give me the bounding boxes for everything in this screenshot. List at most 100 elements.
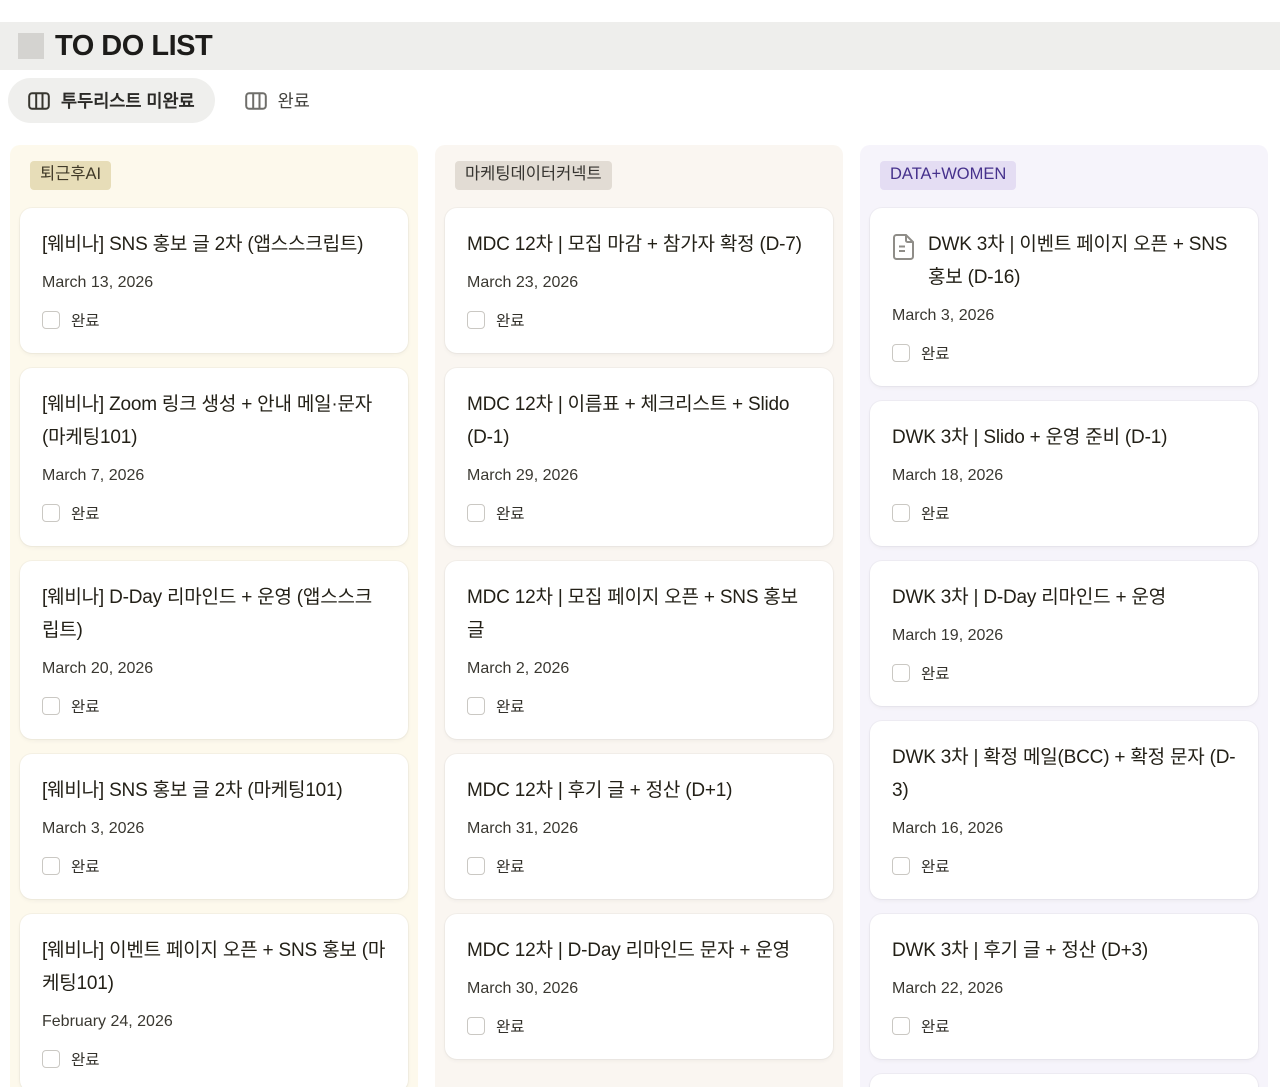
card-date: March 3, 2026 — [892, 306, 995, 324]
done-label: 완료 — [71, 1052, 100, 1070]
task-card[interactable]: [웨비나] SNS 홍보 글 2차 (앱스스크립트) March 13, 202… — [20, 207, 408, 353]
card-title: MDC 12차 | D-Day 리마인드 문자 + 운영 — [467, 940, 790, 962]
done-checkbox[interactable] — [467, 310, 485, 329]
done-checkbox[interactable] — [892, 343, 910, 362]
done-label: 완료 — [71, 312, 100, 330]
column-tag[interactable]: DATA+WOMEN — [880, 161, 1017, 190]
done-row: 완료 — [467, 309, 811, 331]
done-checkbox[interactable] — [892, 857, 910, 876]
done-label: 완료 — [71, 859, 100, 877]
done-row: 완료 — [467, 855, 811, 877]
card-list: MDC 12차 | 모집 마감 + 참가자 확정 (D-7) March 23,… — [445, 207, 833, 1060]
card-date: March 31, 2026 — [467, 820, 579, 838]
done-row: 완료 — [892, 855, 1236, 877]
card-date: March 7, 2026 — [42, 466, 145, 484]
card-date: March 30, 2026 — [467, 980, 579, 998]
card-list: [웨비나] SNS 홍보 글 2차 (앱스스크립트) March 13, 202… — [20, 207, 408, 1087]
done-checkbox[interactable] — [467, 857, 485, 876]
task-card[interactable]: DWK 3차 | 후기 글 + 정산 (D+3) March 22, 2026 … — [870, 914, 1258, 1060]
task-card[interactable]: [웨비나] SNS 홍보 글 2차 (마케팅101) March 3, 2026… — [20, 754, 408, 900]
done-row: 완료 — [892, 1015, 1236, 1037]
card-title: DWK 3차 | 확정 메일(BCC) + 확정 문자 (D-3) — [892, 746, 1236, 802]
card-date: March 16, 2026 — [892, 820, 1004, 838]
card-title: DWK 3차 | Slido + 운영 준비 (D-1) — [892, 426, 1168, 448]
task-card[interactable]: DWK 3차 | 확정 메일(BCC) + 확정 문자 (D-3) March … — [870, 720, 1258, 900]
page-title: TO DO LIST — [55, 29, 213, 62]
task-card[interactable]: DWK 3차 | 이벤트 페이지 오픈 + SNS 홍보 (D-16) Marc… — [870, 207, 1258, 386]
card-title: [웨비나] SNS 홍보 글 2차 (마케팅101) — [42, 780, 343, 802]
task-card[interactable]: MDC 12차 | 이름표 + 체크리스트 + Slido (D-1) Marc… — [445, 367, 833, 546]
task-card[interactable]: MDC 12차 | 모집 마감 + 참가자 확정 (D-7) March 23,… — [445, 207, 833, 353]
card-title: [웨비나] 이벤트 페이지 오픈 + SNS 홍보 (마케팅101) — [42, 940, 386, 995]
tab-label: 투두리스트 미완료 — [61, 91, 195, 111]
done-row: 완료 — [892, 342, 1236, 364]
done-label: 완료 — [921, 859, 950, 877]
kanban-board: 퇴근후AI [웨비나] SNS 홍보 글 2차 (앱스스크립트) March 1… — [0, 145, 1280, 1087]
done-label: 완료 — [921, 665, 950, 683]
done-checkbox[interactable] — [42, 857, 60, 876]
card-title: MDC 12차 | 이름표 + 체크리스트 + Slido (D-1) — [467, 393, 790, 448]
card-title: [웨비나] D-Day 리마인드 + 운영 (앱스스크립트) — [42, 586, 373, 641]
done-checkbox[interactable] — [467, 697, 485, 716]
task-card[interactable]: [웨비나] D-Day 리마인드 + 운영 (앱스스크립트) March 20,… — [20, 560, 408, 740]
board-view-icon — [28, 91, 50, 110]
task-card[interactable]: MDC 12차 | D-Day 리마인드 문자 + 운영 March 30, 2… — [445, 914, 833, 1060]
card-title: DWK 3차 | 후기 글 + 정산 (D+3) — [892, 940, 1148, 962]
task-card[interactable]: MDC 12차 | 모집 페이지 오픈 + SNS 홍보 글 March 2, … — [445, 560, 833, 740]
kanban-column-1: 퇴근후AI [웨비나] SNS 홍보 글 2차 (앱스스크립트) March 1… — [10, 145, 418, 1087]
done-checkbox[interactable] — [892, 663, 910, 682]
card-title: MDC 12차 | 모집 마감 + 참가자 확정 (D-7) — [467, 233, 802, 255]
done-label: 완료 — [496, 699, 525, 717]
done-label: 완료 — [921, 1019, 950, 1037]
card-title: [웨비나] SNS 홍보 글 2차 (앱스스크립트) — [42, 233, 364, 255]
card-date: March 2, 2026 — [467, 660, 570, 678]
card-title: MDC 12차 | 모집 페이지 오픈 + SNS 홍보 글 — [467, 586, 798, 641]
kanban-column-2: 마케팅데이터커넥트 MDC 12차 | 모집 마감 + 참가자 확정 (D-7)… — [435, 145, 843, 1087]
done-row: 완료 — [892, 662, 1236, 684]
done-row: 완료 — [467, 1015, 811, 1037]
card-title: DWK 3차 | D-Day 리마인드 + 운영 — [892, 586, 1166, 608]
done-row: 완료 — [892, 502, 1236, 524]
view-tabs: 투두리스트 미완료 완료 — [0, 70, 1280, 123]
task-card[interactable]: [웨비나] Zoom 링크 생성 + 안내 메일·문자 (마케팅101) Mar… — [20, 367, 408, 546]
gray-square-icon — [18, 33, 44, 59]
column-tag[interactable]: 퇴근후AI — [30, 161, 112, 190]
done-label: 완료 — [71, 505, 100, 523]
done-checkbox[interactable] — [42, 503, 60, 522]
card-date: March 18, 2026 — [892, 466, 1004, 484]
card-date: March 23, 2026 — [467, 273, 579, 291]
task-card[interactable]: DWK 3차 | D-Day 리마인드 + 운영 March 19, 2026 … — [870, 560, 1258, 706]
page-title-bar: TO DO LIST — [0, 22, 1280, 70]
task-card[interactable]: MDC 12차 | 후기 글 + 정산 (D+1) March 31, 2026… — [445, 754, 833, 900]
kanban-column-3: DATA+WOMEN DWK 3차 | 이벤트 페이지 오픈 + SNS 홍보 … — [860, 145, 1268, 1087]
done-row: 완료 — [42, 695, 386, 717]
done-checkbox[interactable] — [42, 697, 60, 716]
card-title: MDC 12차 | 후기 글 + 정산 (D+1) — [467, 780, 733, 802]
card-list: DWK 3차 | 이벤트 페이지 오픈 + SNS 홍보 (D-16) Marc… — [870, 207, 1258, 1087]
done-checkbox[interactable] — [467, 1017, 485, 1036]
done-row: 완료 — [467, 695, 811, 717]
task-card[interactable]: DWK 3차 | Slido + 운영 준비 (D-1) March 18, 2… — [870, 400, 1258, 546]
board-view-icon — [244, 91, 267, 110]
done-label: 완료 — [496, 859, 525, 877]
done-label: 완료 — [921, 345, 950, 363]
done-checkbox[interactable] — [42, 310, 60, 329]
done-checkbox[interactable] — [892, 503, 910, 522]
task-card[interactable]: [웨비나] 이벤트 페이지 오픈 + SNS 홍보 (마케팅101) Febru… — [20, 914, 408, 1087]
done-checkbox[interactable] — [892, 1017, 910, 1036]
card-date: March 13, 2026 — [42, 273, 154, 291]
card-date: March 20, 2026 — [42, 660, 154, 678]
done-checkbox[interactable] — [467, 503, 485, 522]
done-row: 완료 — [42, 1048, 386, 1070]
card-date: March 3, 2026 — [42, 820, 145, 838]
task-card-partial[interactable] — [870, 1074, 1258, 1087]
page-icon — [892, 233, 915, 265]
tab-todolist-incomplete[interactable]: 투두리스트 미완료 — [8, 78, 215, 123]
card-title: DWK 3차 | 이벤트 페이지 오픈 + SNS 홍보 (D-16) — [928, 233, 1228, 288]
column-tag[interactable]: 마케팅데이터커넥트 — [455, 161, 612, 190]
done-label: 완료 — [496, 505, 525, 523]
done-row: 완료 — [42, 502, 386, 524]
done-checkbox[interactable] — [42, 1050, 60, 1069]
card-date: February 24, 2026 — [42, 1013, 173, 1031]
tab-complete[interactable]: 완료 — [225, 78, 330, 123]
